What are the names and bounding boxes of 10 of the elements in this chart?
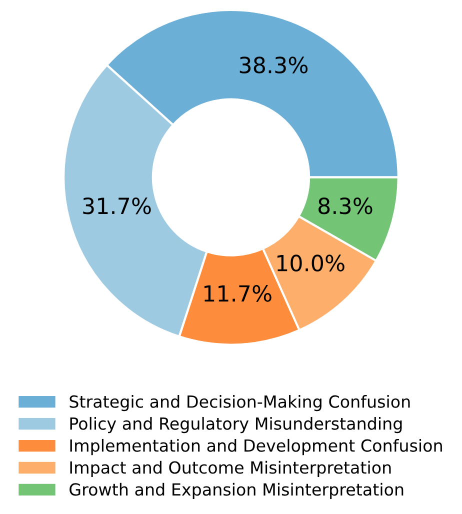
legend-label: Policy and Regulatory Misunderstanding [70, 416, 402, 434]
data-label: 10.0% [277, 254, 344, 272]
legend-label: Impact and Outcome Misinterpretation [70, 460, 391, 478]
legend-label: Implementation and Development Confusion [70, 438, 442, 456]
legend-label: Growth and Expansion Misinterpretation [70, 482, 404, 499]
data-label: 31.7% [83, 197, 151, 214]
legend-label: Strategic and Decision-Making Confusion [70, 395, 410, 412]
data-label: 8.3% [318, 197, 372, 214]
data-label: 38.3% [240, 56, 308, 74]
data-label: 11.7% [204, 285, 272, 302]
